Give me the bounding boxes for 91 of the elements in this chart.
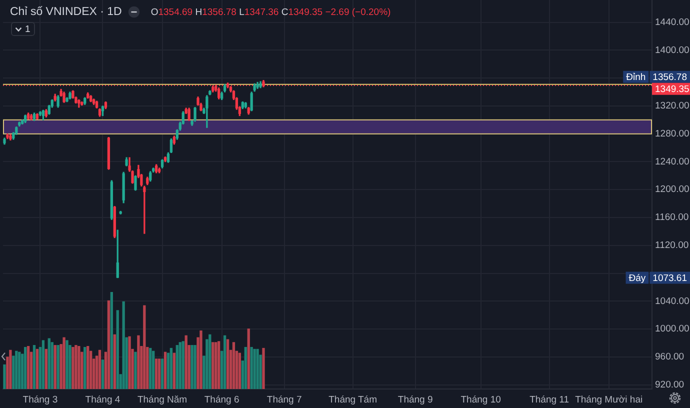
bar — [137, 335, 140, 389]
y-tick-label: 1280.00 — [655, 128, 690, 140]
bar — [170, 348, 173, 389]
y-tick-label: 1320.00 — [655, 100, 690, 112]
bar — [24, 346, 27, 389]
x-tick-label: Tháng 10 — [460, 394, 501, 406]
annotation: 1 — [25, 24, 30, 34]
bar — [143, 305, 146, 389]
bar — [110, 292, 113, 389]
y-tick-label: 1160.00 — [655, 212, 689, 224]
text: 1073.61 — [652, 272, 688, 284]
bar — [190, 345, 194, 389]
bar — [128, 336, 131, 389]
bar — [44, 348, 48, 389]
bar — [18, 352, 21, 389]
bar — [26, 346, 30, 389]
bar — [15, 350, 18, 389]
bar — [107, 300, 110, 389]
bar — [164, 352, 167, 389]
bar — [158, 358, 161, 389]
y-tick-label: 920.00 — [655, 379, 684, 390]
bar — [56, 345, 60, 389]
text: 1356.78 — [652, 72, 688, 84]
y-tick-label: 1200.00 — [655, 184, 690, 196]
bar — [208, 334, 212, 389]
bar — [86, 346, 90, 389]
y-tick-label: 1040.00 — [655, 296, 690, 307]
bar — [154, 358, 158, 389]
bar — [116, 310, 119, 389]
x-tick-label: Tháng 11 — [530, 394, 570, 406]
x-tick-label: Tháng 7 — [266, 394, 302, 406]
bar — [232, 342, 236, 389]
bar — [84, 346, 86, 389]
y-tick-label: 960.00 — [655, 352, 684, 363]
bar — [172, 352, 176, 389]
bar — [149, 348, 152, 389]
bar — [50, 342, 54, 389]
bar — [212, 342, 214, 389]
annotation: Đỉnh — [626, 72, 646, 84]
bar — [226, 339, 230, 389]
bar — [134, 352, 137, 389]
text: Chỉ số VNINDEX · 1D — [10, 6, 122, 18]
bar — [247, 328, 250, 389]
bar — [98, 350, 102, 389]
bar — [262, 348, 265, 389]
bar — [194, 345, 196, 389]
y-tick-label: 1400.00 — [655, 44, 690, 56]
y-tick-label: 1000.00 — [655, 324, 690, 335]
bar — [253, 348, 256, 389]
bar — [160, 358, 164, 389]
x-tick-label: Tháng Năm — [137, 394, 188, 406]
bar — [78, 346, 80, 389]
x-tick-label: Tháng 9 — [398, 394, 433, 406]
bar — [250, 346, 253, 389]
bar — [62, 337, 66, 389]
x-tick-label: Tháng 4 — [85, 394, 120, 406]
ref-line-label: 1349.35 — [655, 84, 690, 96]
bar — [42, 340, 45, 389]
bar — [32, 345, 36, 389]
text: O1354.69 H1356.78 L1347.36 C1349.35 −2.69 (−0.20%) — [150, 6, 391, 18]
bar — [122, 301, 125, 389]
bar — [101, 360, 104, 389]
y-tick-label: 1440.00 — [655, 16, 690, 28]
bar — [54, 345, 56, 389]
bar — [244, 346, 247, 389]
bar — [36, 348, 39, 389]
bar — [182, 341, 184, 389]
bar — [48, 338, 50, 389]
bar — [3, 364, 6, 389]
x-tick-label: Tháng Mười hai — [575, 394, 643, 406]
bar — [176, 345, 178, 389]
bar — [256, 348, 259, 389]
bar — [238, 352, 242, 389]
bar — [200, 330, 202, 389]
bar — [74, 345, 78, 389]
bar — [152, 350, 155, 389]
x-tick-label: Tháng Tám — [328, 394, 378, 406]
bar — [66, 340, 68, 389]
bar — [113, 334, 116, 389]
x-tick-label: Tháng 3 — [22, 394, 58, 406]
x-tick-label: Tháng 6 — [204, 394, 240, 406]
bar — [218, 341, 220, 389]
bar — [178, 342, 182, 389]
bar — [214, 342, 218, 389]
bar — [9, 350, 12, 389]
bar — [223, 335, 226, 389]
annotation: Đáy — [628, 272, 646, 284]
bar — [184, 335, 188, 389]
y-tick-label: 1120.00 — [655, 240, 689, 252]
y-tick-label: 1240.00 — [655, 156, 690, 168]
bar — [72, 346, 74, 389]
